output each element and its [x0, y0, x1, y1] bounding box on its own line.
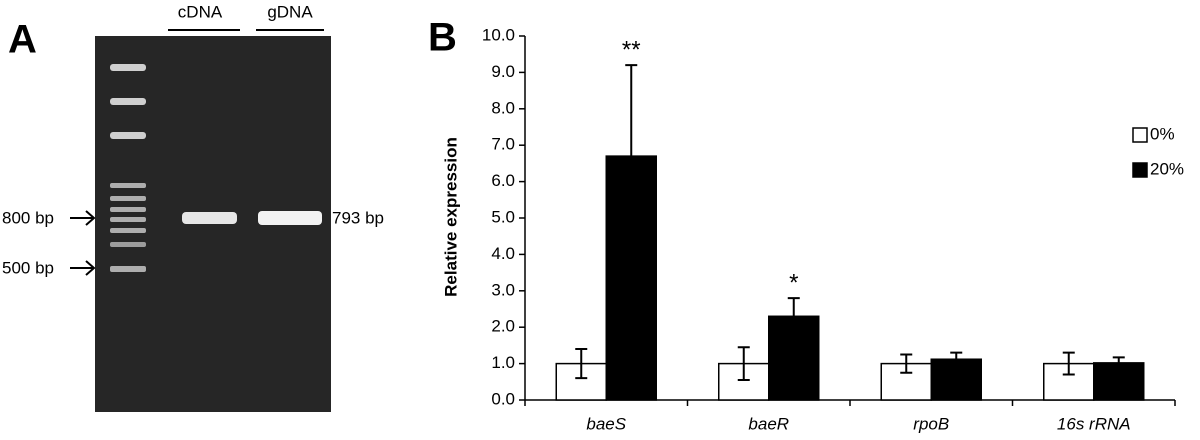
- band: [182, 212, 237, 224]
- error-bar: [575, 348, 588, 380]
- y-tick-label: 10.0: [482, 25, 515, 44]
- legend-swatch: [1132, 127, 1148, 143]
- error-bar: [787, 297, 800, 336]
- y-tick-label: 2.0: [491, 317, 515, 336]
- y-tick-label: 9.0: [491, 62, 515, 81]
- arrow: [70, 210, 96, 276]
- y-tick-label: 7.0: [491, 135, 515, 154]
- y-tick-label: 8.0: [491, 98, 515, 117]
- lane-label: gDNA: [267, 2, 313, 21]
- lane-label: cDNA: [178, 2, 223, 21]
- y-tick-label: 1.0: [491, 353, 515, 372]
- y-tick-label: 0.0: [491, 389, 515, 408]
- y-axis-label: Relative expression: [441, 137, 460, 297]
- significance-mark: **: [622, 36, 641, 63]
- y-tick-label: 4.0: [491, 244, 515, 263]
- marker-label: 500 bp: [2, 258, 54, 277]
- error-bar: [900, 353, 913, 374]
- x-tick-label: rpoB: [913, 414, 949, 433]
- marker-label: 800 bp: [2, 208, 54, 227]
- ladder: [110, 64, 146, 272]
- significance-mark: *: [789, 269, 798, 296]
- band-label: 793 bp: [332, 208, 384, 227]
- error-bar: [1112, 356, 1125, 370]
- y-tick-label: 3.0: [491, 280, 515, 299]
- legend-label: 20%: [1150, 159, 1184, 178]
- error-bar: [1062, 351, 1075, 376]
- error-bar: [737, 346, 750, 381]
- legend-label: 0%: [1150, 124, 1175, 143]
- x-tick-label: 16s rRNA: [1057, 414, 1131, 433]
- panel-label: A: [8, 18, 37, 62]
- x-tick-label: baeR: [748, 414, 789, 433]
- panel-label: B: [428, 16, 457, 60]
- y-tick-label: 6.0: [491, 171, 515, 190]
- error-bar: [950, 351, 963, 367]
- error-bar: [625, 64, 638, 249]
- x-tick-label: baeS: [586, 414, 626, 433]
- legend-swatch: [1132, 162, 1148, 178]
- band: [258, 211, 322, 225]
- y-tick-label: 5.0: [491, 207, 515, 226]
